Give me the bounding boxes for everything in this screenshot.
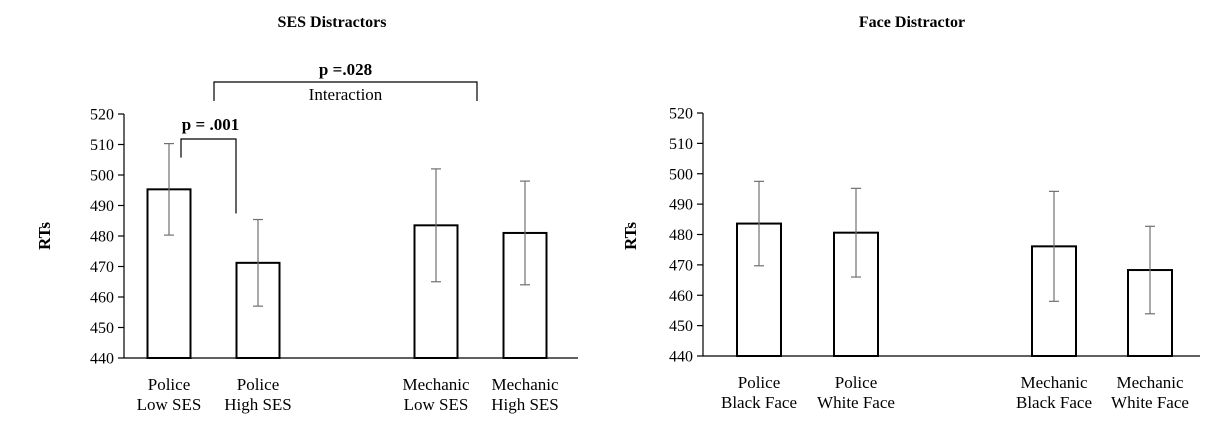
y-tick-label: 440 xyxy=(669,349,693,366)
significance-bracket xyxy=(180,138,237,214)
category-label: High SES xyxy=(224,395,292,414)
significance-annotations: p = .001 p =.028 Interaction xyxy=(180,60,478,214)
y-tick-label: 480 xyxy=(669,227,693,244)
y-axis-label: RTs xyxy=(35,222,54,250)
p-value-label: p =.028 xyxy=(319,60,372,79)
bar xyxy=(502,231,548,359)
category-label: Low SES xyxy=(137,395,202,414)
interaction-label: Interaction xyxy=(309,85,383,104)
y-tick-label: 460 xyxy=(669,288,693,305)
y-tick-label: 520 xyxy=(669,106,693,123)
y-tick-label: 490 xyxy=(669,197,693,214)
category-label: Mechanic xyxy=(1116,373,1183,392)
category-label: Low SES xyxy=(404,395,469,414)
chart-face-distractor: Face Distractor RTs 440 450 460 470 480 490 50… xyxy=(621,14,1200,412)
y-tick-label: 500 xyxy=(669,166,693,183)
chart-ses-distractors: SES Distractors RTs 440 450 460 470 480 490 50… xyxy=(35,14,578,414)
category-label: Police xyxy=(835,373,878,392)
category-label: Mechanic xyxy=(402,375,469,394)
category-label: Police xyxy=(237,375,280,394)
y-tick-label: 480 xyxy=(90,229,114,246)
y-ticks: 440 450 460 470 480 490 500 510 520 xyxy=(669,106,703,366)
y-tick-label: 450 xyxy=(90,320,114,337)
y-tick-label: 510 xyxy=(669,136,693,153)
y-tick-label: 440 xyxy=(90,351,114,368)
category-label: Black Face xyxy=(721,393,797,412)
category-label: High SES xyxy=(491,395,559,414)
bars xyxy=(736,180,1173,358)
category-label: Police xyxy=(148,375,191,394)
y-tick-label: 460 xyxy=(90,290,114,307)
y-tick-label: 500 xyxy=(90,168,114,185)
category-label: Police xyxy=(738,373,781,392)
category-label: Mechanic xyxy=(491,375,558,394)
category-label: Mechanic xyxy=(1020,373,1087,392)
y-tick-label: 470 xyxy=(669,257,693,274)
y-axis-label: RTs xyxy=(621,222,640,250)
bars xyxy=(146,142,548,359)
category-label: White Face xyxy=(1111,393,1189,412)
y-tick-label: 470 xyxy=(90,259,114,276)
y-tick-label: 520 xyxy=(90,107,114,124)
p-value-label: p = .001 xyxy=(182,115,239,134)
y-tick-label: 490 xyxy=(90,198,114,215)
category-label: Black Face xyxy=(1016,393,1092,412)
y-tick-label: 450 xyxy=(669,318,693,335)
chart-title: Face Distractor xyxy=(859,14,965,31)
chart-title: SES Distractors xyxy=(278,14,387,31)
y-tick-label: 510 xyxy=(90,137,114,154)
y-ticks: 440 450 460 470 480 490 500 510 520 xyxy=(90,107,124,368)
interaction-bracket xyxy=(213,81,478,101)
category-label: White Face xyxy=(817,393,895,412)
